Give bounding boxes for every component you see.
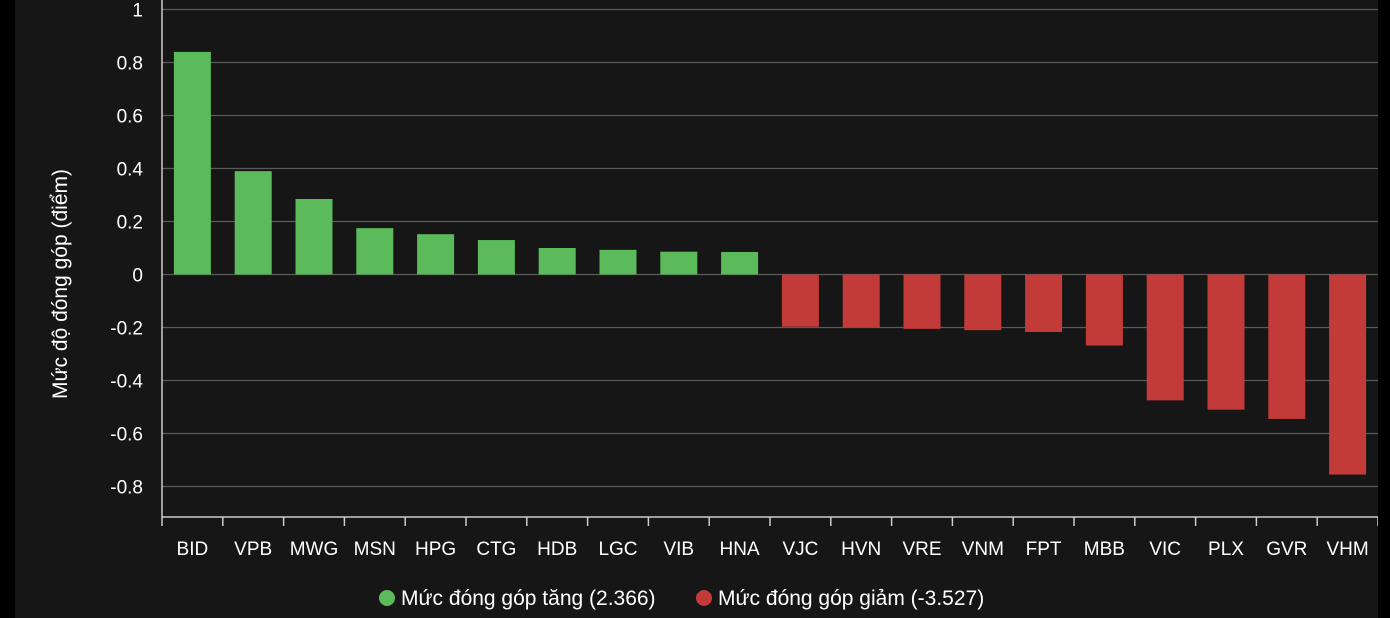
bar-hna[interactable] (721, 251, 759, 275)
x-tick-label: PLX (1208, 539, 1244, 560)
x-tick-label: VJC (782, 539, 818, 560)
x-tick-label: MBB (1084, 539, 1125, 560)
y-tick-label: -0.6 (110, 425, 143, 446)
legend-marker-negative (696, 590, 712, 606)
bar-mbb[interactable] (1085, 274, 1123, 346)
bar-vic[interactable] (1146, 274, 1184, 401)
x-tick-label: HNA (720, 539, 760, 560)
bar-ctg[interactable] (477, 240, 515, 275)
chart-container: 1 0.8 0.6 0.4 0.2 0 -0.2 -0.4 -0.6 -0.8 BID VPB MWG… (15, 0, 1378, 618)
bar-lgc[interactable] (599, 249, 637, 275)
x-tick-label: VHM (1326, 539, 1368, 560)
y-tick-label: 0.2 (117, 213, 143, 234)
x-tick-label: VIB (663, 539, 694, 560)
x-tick-label: HPG (415, 539, 456, 560)
x-tick-label: VRE (902, 539, 941, 560)
bar-hdb[interactable] (538, 248, 576, 275)
x-tick-label: VPB (234, 539, 272, 560)
bar-msn[interactable] (356, 228, 394, 275)
y-tick-label: 0.6 (117, 107, 143, 128)
bar-plx[interactable] (1207, 274, 1245, 410)
x-tick-label: HDB (537, 539, 577, 560)
bar-bid[interactable] (173, 51, 211, 275)
legend[interactable]: Mức đóng góp tăng (2.366) Mức đóng góp g… (379, 587, 984, 610)
bar-fpt[interactable] (1025, 274, 1063, 333)
bar-vpb[interactable] (234, 171, 272, 275)
x-tick-label: VIC (1149, 539, 1181, 560)
y-tick-label: 0.8 (117, 54, 143, 75)
legend-marker-positive (379, 590, 395, 606)
x-tick-label: GVR (1266, 539, 1307, 560)
y-tick-label: -0.2 (110, 319, 143, 340)
x-tick-label: VNM (962, 539, 1004, 560)
bar-vib[interactable] (660, 251, 698, 275)
bars (173, 51, 1367, 475)
y-tick-label: 0.4 (117, 160, 144, 181)
bar-hvn[interactable] (842, 274, 880, 328)
y-axis-title: Mức độ đóng góp (điểm) (49, 169, 72, 399)
x-tick-label: CTG (476, 539, 516, 560)
y-tick-label: 0 (132, 266, 143, 287)
gridlines (162, 8, 1378, 488)
y-tick-labels: 1 0.8 0.6 0.4 0.2 0 -0.2 -0.4 -0.6 -0.8 (110, 1, 143, 499)
x-tick-labels: BID VPB MWG MSN HPG CTG HDB LGC VIB HNA VJC HVN VRE V… (177, 539, 1369, 560)
x-tick-label: MSN (354, 539, 396, 560)
bar-chart: 1 0.8 0.6 0.4 0.2 0 -0.2 -0.4 -0.6 -0.8 BID VPB MWG… (49, 0, 1378, 610)
y-tick-label: 1 (132, 1, 143, 22)
bar-vjc[interactable] (781, 274, 819, 327)
bar-vhm[interactable] (1329, 274, 1367, 475)
bar-mwg[interactable] (295, 198, 333, 275)
x-tick-label: LGC (598, 539, 637, 560)
x-tick-label: MWG (290, 539, 339, 560)
y-tick-label: -0.4 (110, 372, 143, 393)
bar-gvr[interactable] (1268, 274, 1306, 419)
legend-label-positive[interactable]: Mức đóng góp tăng (2.366) (401, 587, 656, 610)
x-tick-label: BID (177, 539, 209, 560)
x-tick-label: HVN (841, 539, 881, 560)
y-tick-label: -0.8 (110, 478, 143, 499)
bar-vnm[interactable] (964, 274, 1002, 331)
axes (161, 0, 1378, 526)
x-tick-label: FPT (1026, 539, 1062, 560)
bar-vre[interactable] (903, 274, 941, 329)
bar-hpg[interactable] (417, 234, 455, 275)
legend-label-negative[interactable]: Mức đóng góp giảm (-3.527) (718, 587, 984, 610)
